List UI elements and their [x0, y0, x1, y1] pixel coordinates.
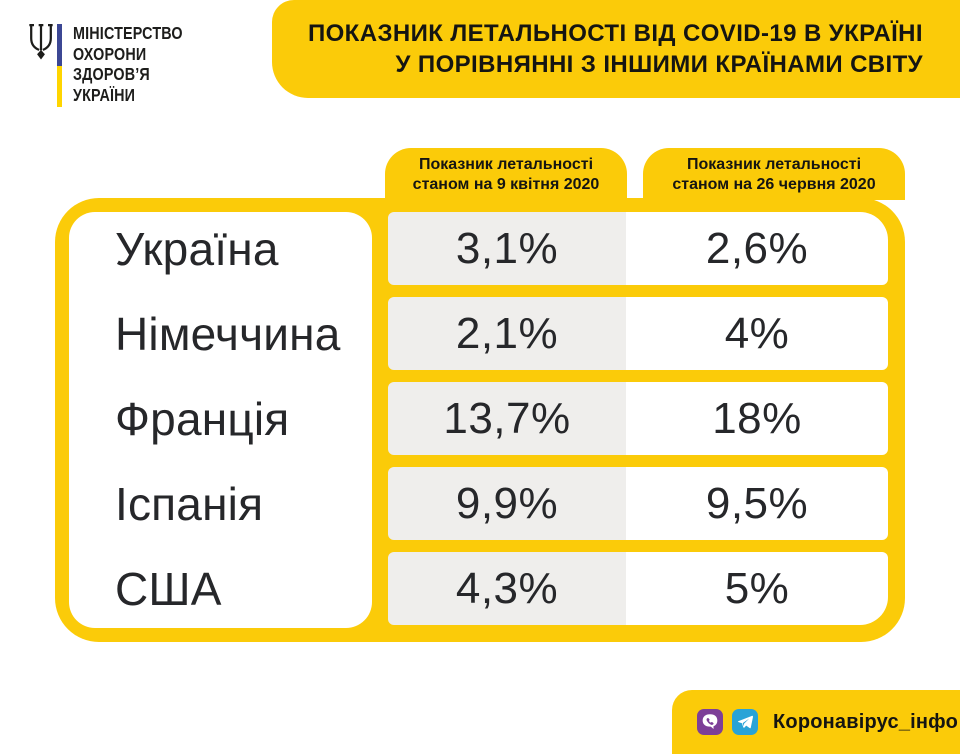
country-label: Іспанія	[115, 477, 264, 530]
ministry-name-line: МІНІСТЕРСТВО	[73, 23, 183, 43]
column-header-date: станом на 26 червня 2020	[672, 176, 876, 193]
value-april: 13,7%	[388, 382, 626, 455]
table-row: 4,3% 5%	[388, 552, 888, 625]
telegram-icon	[732, 709, 758, 735]
country-label: Німеччина	[115, 307, 341, 360]
column-header-april: Показник летальності станом на 9 квітня …	[385, 148, 627, 200]
value-april: 2,1%	[388, 297, 626, 370]
table-row: 9,9% 9,5%	[388, 467, 888, 540]
page-title-line1: ПОКАЗНИК ЛЕТАЛЬНОСТІ ВІД COVID-19 В УКРА…	[307, 20, 923, 47]
value-june: 4%	[626, 297, 888, 370]
column-header-date: станом на 9 квітня 2020	[412, 176, 600, 193]
country-label: США	[115, 562, 222, 615]
value-june: 18%	[626, 382, 888, 455]
viber-icon	[697, 709, 723, 735]
value-june: 5%	[626, 552, 888, 625]
column-header-text: Показник летальності	[418, 156, 594, 173]
ministry-name-line: ОХОРОНИ	[73, 43, 147, 64]
country-column	[69, 212, 372, 628]
country-label: Україна	[115, 222, 279, 275]
table-row: 2,1% 4%	[388, 297, 888, 370]
title-banner: ПОКАЗНИК ЛЕТАЛЬНОСТІ ВІД COVID-19 В УКРА…	[272, 0, 960, 98]
country-label: Франція	[115, 392, 290, 445]
ministry-name-line: УКРАЇНИ	[73, 84, 136, 105]
flag-divider-bar	[57, 24, 62, 107]
value-april: 9,9%	[388, 467, 626, 540]
flag-yellow-half	[57, 65, 62, 107]
ministry-name-line: ЗДОРОВ’Я	[73, 64, 150, 84]
value-june: 9,5%	[626, 467, 888, 540]
column-header-june: Показник летальності станом на 26 червня…	[643, 148, 905, 200]
social-channel-badge: Коронавірус_інфо	[672, 690, 960, 754]
table-row: 13,7% 18%	[388, 382, 888, 455]
ministry-name: МІНІСТЕРСТВО ОХОРОНИ ЗДОРОВ’Я УКРАЇНИ	[73, 23, 183, 105]
value-june: 2,6%	[626, 212, 888, 285]
trident-icon	[29, 24, 53, 60]
page-title-line2: У ПОРІВНЯННІ З ІНШИМИ КРАЇНАМИ СВІТУ	[395, 51, 923, 78]
column-header-text: Показник летальності	[686, 156, 862, 173]
value-april: 4,3%	[388, 552, 626, 625]
value-april: 3,1%	[388, 212, 626, 285]
channel-name: Коронавірус_інфо	[773, 710, 959, 733]
ministry-logo-block: МІНІСТЕРСТВО ОХОРОНИ ЗДОРОВ’Я УКРАЇНИ	[0, 0, 270, 130]
flag-blue-half	[57, 24, 62, 66]
table-row: 3,1% 2,6%	[388, 212, 888, 285]
